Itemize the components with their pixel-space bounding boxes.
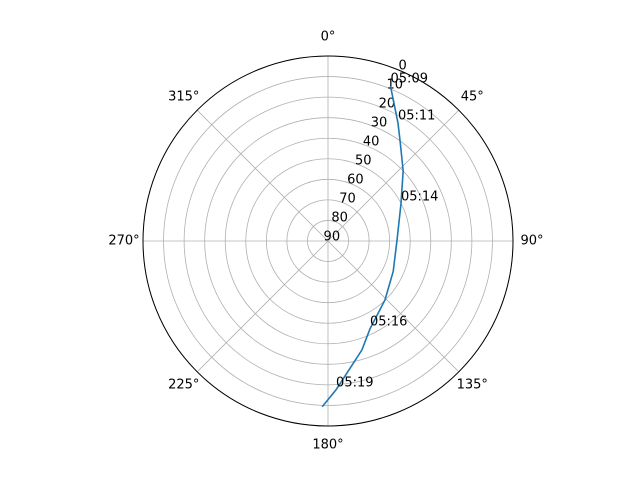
r-tick-label: 40 <box>363 135 380 150</box>
time-annotation: 05:14 <box>401 189 438 204</box>
theta-tick-label: 45° <box>461 89 484 104</box>
r-tick-label: 60 <box>347 173 364 188</box>
theta-tick-label: 180° <box>312 438 343 453</box>
theta-tick-label: 0° <box>321 30 336 45</box>
r-grid-circle <box>163 76 493 406</box>
track-line <box>321 86 404 408</box>
r-grid-circle <box>204 117 452 365</box>
r-tick-label: 70 <box>339 192 356 207</box>
theta-grid-line <box>327 109 460 242</box>
r-tick-label: 50 <box>355 154 372 169</box>
r-grid-circle <box>307 220 349 262</box>
theta-grid-line <box>196 109 329 242</box>
r-grid-circle <box>224 137 432 345</box>
r-tick-label: 20 <box>379 97 396 112</box>
polar-spine <box>142 55 514 427</box>
theta-tick-label: 225° <box>168 378 199 393</box>
theta-tick-label: 135° <box>457 378 488 393</box>
r-grid-circle <box>245 158 411 324</box>
time-annotation: 05:19 <box>336 375 373 390</box>
theta-grid-line <box>327 240 460 373</box>
time-annotation: 05:11 <box>398 109 435 124</box>
theta-tick-label: 315° <box>168 89 199 104</box>
time-annotation: 05:09 <box>391 72 428 87</box>
theta-grid-line <box>196 240 329 373</box>
r-grid-circle <box>286 199 370 283</box>
time-annotation: 05:16 <box>370 314 407 329</box>
r-grid-circle <box>183 96 473 386</box>
r-tick-label: 0 <box>398 59 406 74</box>
theta-tick-label: 270° <box>108 234 139 249</box>
r-grid-circle <box>265 178 391 304</box>
r-tick-label: 90 <box>324 230 341 245</box>
r-tick-label: 30 <box>371 116 388 131</box>
r-tick-label: 80 <box>331 211 348 226</box>
theta-tick-label: 90° <box>520 234 543 249</box>
